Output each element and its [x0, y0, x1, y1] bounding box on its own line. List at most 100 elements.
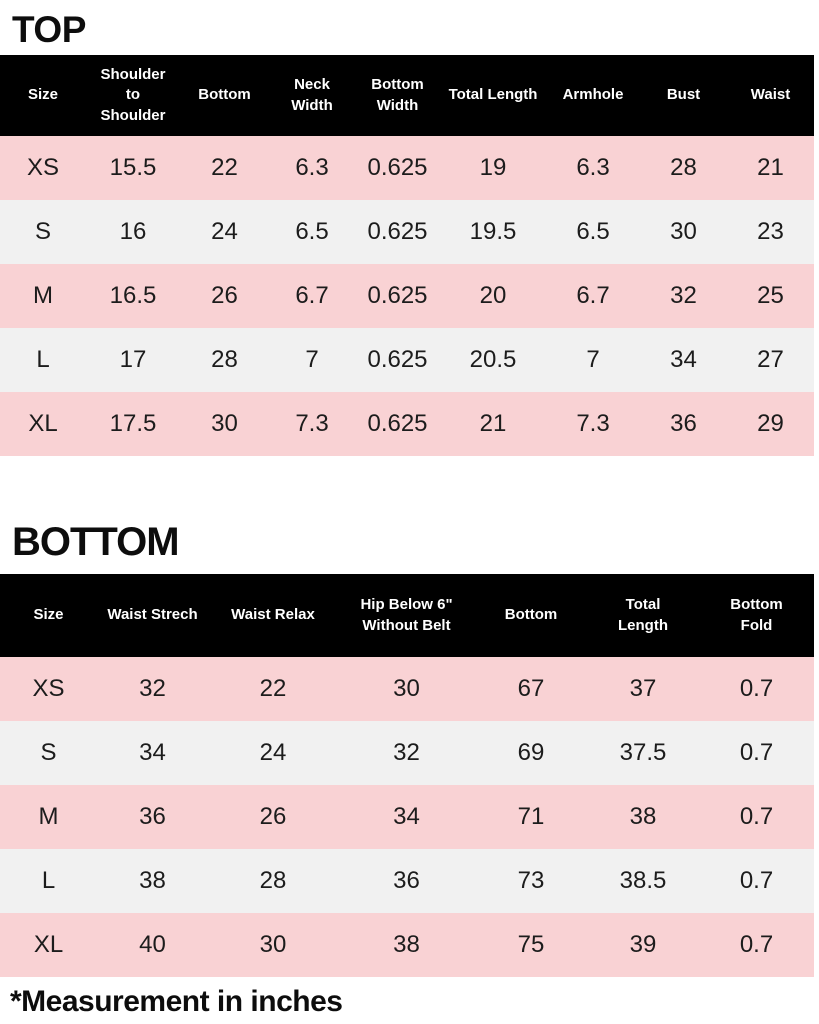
value-cell: 29 — [757, 410, 784, 437]
value-cell: 21 — [757, 154, 784, 181]
value-cell: 26 — [259, 803, 287, 830]
table-row-xl: XL 17.5 30 7.3 0.625 21 7.3 36 29 — [0, 392, 814, 456]
value-cell: 0.625 — [367, 218, 428, 245]
table-row-xs: XS 32 22 30 67 37 0.7 — [0, 657, 814, 721]
table-row-m: M 16.5 26 6.7 0.625 20 6.7 32 25 — [0, 264, 814, 328]
column-header-bottom-fold: Bottom Fold — [699, 574, 814, 657]
column-header-bust: Bust — [640, 55, 727, 136]
value-cell: 6.7 — [576, 282, 610, 309]
value-cell: 0.625 — [367, 282, 428, 309]
value-cell: 0.7 — [739, 867, 774, 894]
column-header-bottom: Bottom — [475, 574, 587, 657]
top-header-row: Size Shoulder to Shoulder Bottom Neck Wi… — [0, 55, 814, 136]
value-cell: 38 — [139, 867, 166, 894]
size-cell: L — [41, 867, 56, 894]
value-cell: 30 — [259, 931, 287, 958]
value-cell: 16 — [119, 218, 147, 245]
column-header-waist-relax: Waist Relax — [208, 574, 338, 657]
measurement-note: *Measurement in inches — [10, 985, 343, 1018]
column-header-total-length: Total Length — [440, 55, 546, 136]
column-header-shoulder-to-shoulder: Shoulder to Shoulder — [86, 55, 180, 136]
table-row-m: M 36 26 34 71 38 0.7 — [0, 785, 814, 849]
value-cell: 0.7 — [739, 675, 774, 702]
table-row-s: S 34 24 32 69 37.5 0.7 — [0, 721, 814, 785]
value-cell: 21 — [479, 410, 507, 437]
column-header-bottom-width: Bottom Width — [355, 55, 440, 136]
value-cell: 7 — [586, 346, 600, 373]
value-cell: 6.5 — [295, 218, 329, 245]
bottom-size-table: Size Waist Strech Waist Relax Hip Below … — [0, 574, 814, 977]
top-section-title: TOP — [12, 9, 86, 50]
column-header-total-length: Total Length — [587, 574, 699, 657]
column-header-size: Size — [0, 55, 86, 136]
value-cell: 0.625 — [367, 410, 428, 437]
value-cell: 22 — [211, 154, 238, 181]
table-row-l: L 17 28 7 0.625 20.5 7 34 27 — [0, 328, 814, 392]
value-cell: 34 — [393, 803, 420, 830]
value-cell: 26 — [211, 282, 238, 309]
value-cell: 7.3 — [295, 410, 329, 437]
value-cell: 23 — [757, 218, 784, 245]
column-header-waist: Waist — [727, 55, 814, 136]
column-header-neck-width: Neck Width — [269, 55, 355, 136]
size-cell: XL — [33, 931, 64, 958]
table-row-xs: XS 15.5 22 6.3 0.625 19 6.3 28 21 — [0, 136, 814, 200]
value-cell: 32 — [393, 739, 420, 766]
value-cell: 37 — [629, 675, 657, 702]
size-cell: XS — [32, 675, 65, 702]
value-cell: 24 — [259, 739, 287, 766]
column-header-waist-strech: Waist Strech — [97, 574, 208, 657]
table-row-s: S 16 24 6.5 0.625 19.5 6.5 30 23 — [0, 200, 814, 264]
value-cell: 32 — [139, 675, 166, 702]
value-cell: 0.625 — [367, 154, 428, 181]
column-header-armhole: Armhole — [546, 55, 640, 136]
value-cell: 19 — [479, 154, 507, 181]
value-cell: 20.5 — [469, 346, 517, 373]
value-cell: 38.5 — [619, 867, 667, 894]
value-cell: 69 — [517, 739, 545, 766]
value-cell: 16.5 — [109, 282, 157, 309]
value-cell: 75 — [517, 931, 545, 958]
size-cell: S — [40, 739, 57, 766]
value-cell: 0.7 — [739, 931, 774, 958]
value-cell: 7.3 — [576, 410, 610, 437]
value-cell: 24 — [211, 218, 238, 245]
value-cell: 19.5 — [469, 218, 517, 245]
value-cell: 27 — [757, 346, 784, 373]
value-cell: 17 — [119, 346, 147, 373]
value-cell: 71 — [517, 803, 545, 830]
value-cell: 22 — [259, 675, 287, 702]
value-cell: 38 — [629, 803, 657, 830]
size-cell: M — [33, 282, 53, 309]
value-cell: 34 — [670, 346, 697, 373]
column-header-size: Size — [0, 574, 97, 657]
value-cell: 34 — [139, 739, 166, 766]
table-row-l: L 38 28 36 73 38.5 0.7 — [0, 849, 814, 913]
value-cell: 28 — [211, 346, 238, 373]
value-cell: 30 — [670, 218, 697, 245]
value-cell: 6.5 — [576, 218, 610, 245]
value-cell: 32 — [670, 282, 697, 309]
value-cell: 40 — [139, 931, 166, 958]
bottom-section-title: BOTTOM — [12, 520, 180, 564]
value-cell: 39 — [629, 931, 657, 958]
column-header-bottom: Bottom — [180, 55, 269, 136]
table-row-xl: XL 40 30 38 75 39 0.7 — [0, 913, 814, 977]
column-header-hip-below: Hip Below 6" Without Belt — [338, 574, 475, 657]
value-cell: 30 — [211, 410, 238, 437]
value-cell: 38 — [393, 931, 420, 958]
value-cell: 6.3 — [295, 154, 329, 181]
size-cell: XS — [26, 154, 59, 181]
size-cell: L — [36, 346, 50, 373]
value-cell: 6.7 — [295, 282, 329, 309]
value-cell: 73 — [517, 867, 545, 894]
value-cell: 67 — [517, 675, 545, 702]
value-cell: 0.7 — [739, 803, 774, 830]
value-cell: 30 — [393, 675, 420, 702]
value-cell: 7 — [305, 346, 319, 373]
value-cell: 25 — [757, 282, 784, 309]
bottom-header-row: Size Waist Strech Waist Relax Hip Below … — [0, 574, 814, 657]
value-cell: 6.3 — [576, 154, 610, 181]
size-cell: S — [34, 218, 51, 245]
